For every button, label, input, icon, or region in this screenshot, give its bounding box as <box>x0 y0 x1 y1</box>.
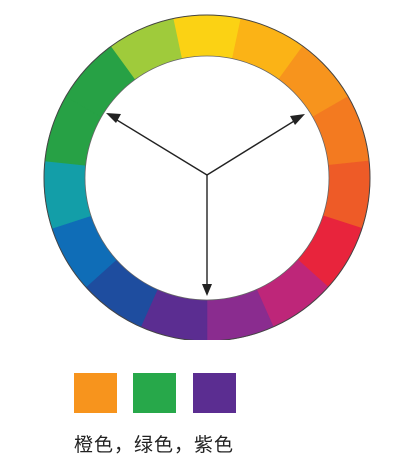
arrowhead-purple <box>202 284 212 296</box>
wheel-segment-yellow <box>172 14 242 60</box>
color-wheel-ring <box>43 14 371 340</box>
arrowhead-green <box>106 113 121 123</box>
triadic-arrows <box>106 113 305 296</box>
arrowhead-orange <box>290 114 305 125</box>
swatch-green <box>133 373 176 413</box>
color-wheel-diagram <box>43 14 371 340</box>
swatch-orange <box>74 373 117 413</box>
arrow-to-green <box>111 116 208 176</box>
swatch-purple <box>193 373 236 413</box>
wheel-segment-blue-green <box>43 160 92 229</box>
wheel-outer-edge <box>43 14 371 340</box>
caption: 橙色，绿色，紫色 <box>74 434 235 456</box>
arrow-to-orange <box>206 117 300 176</box>
